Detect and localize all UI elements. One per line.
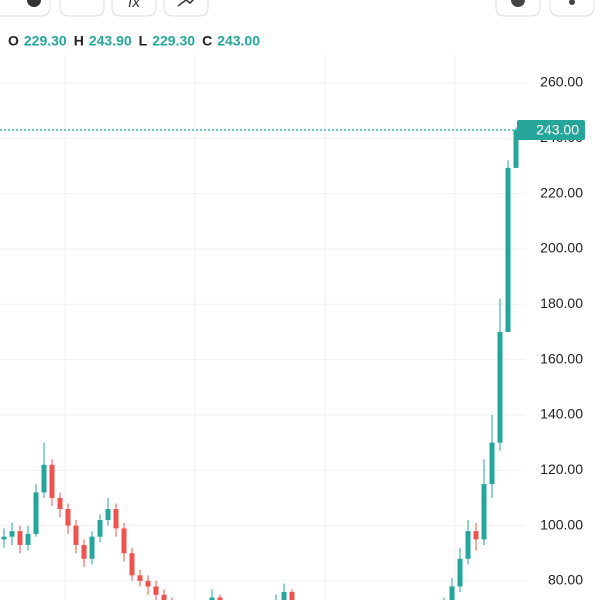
candle-body <box>513 130 519 168</box>
y-tick-label: 160.00 <box>540 350 583 366</box>
ohlc-key: O <box>8 33 19 49</box>
candle-body <box>161 594 167 600</box>
candle-body <box>129 553 135 576</box>
y-tick-label: 220.00 <box>540 184 583 200</box>
candle-body <box>25 533 31 545</box>
candle-body <box>73 525 79 545</box>
last-price-label: 243.00 <box>536 122 579 138</box>
y-tick-label: 200.00 <box>540 240 583 256</box>
candle-body <box>97 520 103 537</box>
candle-body <box>137 575 143 581</box>
icon <box>569 0 575 5</box>
candle-body <box>113 508 119 529</box>
candle-body <box>41 464 47 493</box>
candle-body <box>289 591 295 600</box>
ohlc-value: 229.30 <box>24 33 67 49</box>
toolbar-button[interactable] <box>0 0 51 17</box>
candle-body <box>209 597 215 600</box>
toolbar-label: fx <box>128 0 140 11</box>
ohlc-value: 229.30 <box>152 33 195 49</box>
ohlc-key: L <box>139 33 148 49</box>
candle-body <box>57 497 63 509</box>
candle-body <box>489 442 495 485</box>
candle-body <box>17 531 23 545</box>
y-tick-label: 180.00 <box>540 295 583 311</box>
ohlc-header: O 229.30 H 243.90 L 229.30 C 243.00 <box>8 33 260 49</box>
candles <box>1 127 519 600</box>
grid <box>0 55 525 600</box>
candle-body <box>481 484 487 540</box>
icon <box>27 0 41 7</box>
toolbar-button[interactable] <box>111 0 157 17</box>
candle-body <box>497 331 503 443</box>
y-axis: 80.00 100.00 120.00 140.00 160.00 180.00 200.0… <box>540 74 583 588</box>
candle-body <box>473 531 479 540</box>
toolbar-button[interactable] <box>549 0 595 17</box>
y-tick-label: 260.00 <box>540 74 583 90</box>
toolbar-button[interactable] <box>163 0 209 17</box>
last-price-box <box>517 120 585 141</box>
ohlc-key: C <box>202 33 212 49</box>
y-tick-label: 140.00 <box>540 406 583 422</box>
toolbar: fx <box>0 0 595 17</box>
candle-body <box>89 536 95 559</box>
candle-body <box>505 167 511 332</box>
toolbar-button[interactable] <box>495 0 541 17</box>
candle-body <box>105 508 111 521</box>
candle-body <box>81 544 87 559</box>
candle-body <box>465 531 471 559</box>
candle-body <box>121 528 127 554</box>
ohlc-value: 243.00 <box>217 33 260 49</box>
candle-body <box>145 580 151 587</box>
candle-body <box>457 558 463 587</box>
ohlc-value: 243.90 <box>89 33 132 49</box>
toolbar-button[interactable] <box>59 0 105 17</box>
icon <box>177 0 195 7</box>
candle-body <box>49 464 55 498</box>
candle-body <box>449 586 455 600</box>
ohlc-key: H <box>74 33 84 49</box>
candle-body <box>153 586 159 595</box>
y-tick-label: 120.00 <box>540 461 583 477</box>
candle-body <box>65 508 71 526</box>
y-tick-label: 80.00 <box>548 572 583 588</box>
candle-body <box>33 492 39 534</box>
y-tick-label: 100.00 <box>540 516 583 532</box>
candle-body <box>217 597 223 600</box>
candle-body <box>1 536 7 540</box>
candle-body <box>281 591 287 600</box>
candle-body <box>9 531 15 537</box>
icon <box>511 0 525 7</box>
